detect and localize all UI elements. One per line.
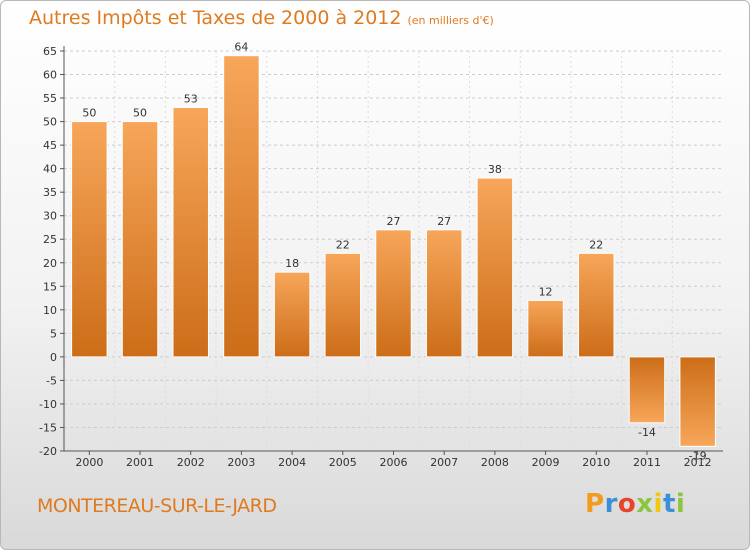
- data-label: 50: [133, 107, 147, 120]
- logo-letter: P: [585, 489, 605, 519]
- data-label: 27: [387, 215, 401, 228]
- y-tick-label: 0: [50, 351, 57, 364]
- data-label: 27: [437, 215, 451, 228]
- data-label: -19: [689, 449, 707, 462]
- x-tick-label: 2008: [481, 456, 509, 469]
- y-tick-label: 60: [43, 69, 57, 82]
- data-label: 18: [285, 257, 299, 270]
- data-label: -14: [638, 426, 656, 439]
- data-label: 53: [184, 92, 198, 105]
- bar: [628, 356, 666, 424]
- chart-title: Autres Impôts et Taxes de 2000 à 2012 (en…: [29, 7, 494, 29]
- data-label: 12: [539, 285, 553, 298]
- y-tick-label: 20: [43, 257, 57, 270]
- y-tick-label: 25: [43, 233, 57, 246]
- y-tick-label: -10: [39, 398, 57, 411]
- chart-title-text: Autres Impôts et Taxes de 2000 à 2012: [29, 7, 402, 29]
- logo-letter: x: [636, 489, 654, 519]
- data-label: 38: [488, 163, 502, 176]
- x-tick-label: 2005: [329, 456, 357, 469]
- x-tick-label: 2010: [582, 456, 610, 469]
- bar: [425, 229, 463, 358]
- bar: [578, 252, 615, 358]
- x-tick-label: 2003: [227, 456, 255, 469]
- bar: [172, 106, 209, 358]
- data-label: 50: [82, 107, 96, 120]
- bar: [527, 299, 564, 358]
- bar: [121, 121, 159, 358]
- bar: [273, 271, 311, 358]
- y-tick-label: 5: [50, 327, 57, 340]
- proxiti-logo: Proxiti: [585, 489, 685, 519]
- y-tick-label: 35: [43, 186, 57, 199]
- data-label: 22: [589, 238, 603, 251]
- y-tick-label: 15: [43, 280, 57, 293]
- logo-letter: r: [604, 489, 618, 519]
- x-tick-label: 2002: [177, 456, 205, 469]
- x-tick-label: 2007: [430, 456, 458, 469]
- y-tick-label: 30: [43, 210, 57, 223]
- y-tick-label: 40: [43, 163, 57, 176]
- x-tick-label: 2004: [278, 456, 306, 469]
- y-tick-label: 45: [43, 139, 57, 152]
- x-tick-label: 2001: [126, 456, 154, 469]
- x-tick-label: 2000: [75, 456, 103, 469]
- logo-letter: i: [653, 489, 663, 519]
- logo-letter: i: [675, 489, 686, 519]
- data-label: 22: [336, 238, 350, 251]
- bar: [476, 177, 514, 358]
- bar: [679, 356, 716, 447]
- y-tick-label: 55: [43, 92, 57, 105]
- y-tick-label: 65: [43, 45, 57, 58]
- logo-letter: t: [662, 489, 676, 519]
- bar: [324, 252, 362, 358]
- bar: [375, 229, 412, 358]
- x-tick-label: 2011: [633, 456, 661, 469]
- chart-subtitle: (en milliers d'€): [407, 14, 494, 27]
- bar: [71, 121, 108, 358]
- x-tick-label: 2012: [684, 456, 712, 469]
- location-name: MONTEREAU-SUR-LE-JARD: [37, 495, 277, 517]
- logo-letter: o: [617, 489, 637, 519]
- x-tick-label: 2009: [532, 456, 560, 469]
- y-tick-label: -20: [39, 445, 57, 458]
- data-label: 64: [234, 41, 248, 54]
- y-tick-label: 10: [43, 304, 57, 317]
- y-tick-label: -15: [39, 421, 57, 434]
- y-tick-label: 50: [43, 116, 57, 129]
- y-tick-label: -5: [46, 374, 57, 387]
- bar: [223, 55, 260, 358]
- x-tick-label: 2006: [380, 456, 408, 469]
